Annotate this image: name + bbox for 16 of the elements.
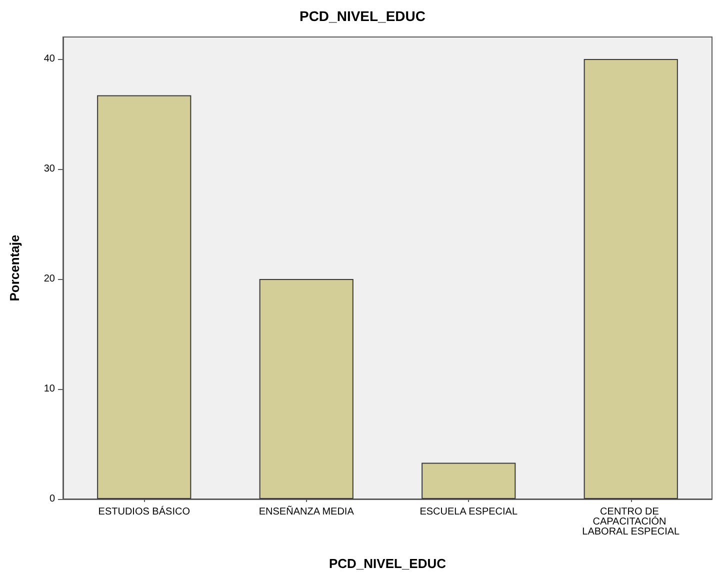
y-tick-label: 20 — [44, 274, 56, 284]
x-tick-label: ESCUELA ESPECIAL — [420, 506, 518, 518]
bar — [259, 279, 354, 499]
y-tick-label: 10 — [44, 384, 56, 394]
x-tick-label: CENTRO DE CAPACITACIÓN LABORAL ESPECIAL — [582, 506, 680, 538]
bar — [97, 95, 192, 499]
x-tick-label: ENSEÑANZA MEDIA — [258, 506, 354, 518]
y-axis-title: Porcentaje — [7, 234, 22, 302]
x-axis-title: PCD_NIVEL_EDUC — [328, 556, 447, 571]
y-tick-label: 0 — [49, 494, 56, 504]
x-tick-label: ESTUDIOS BÁSICO — [98, 506, 190, 518]
y-tick-label: 40 — [44, 54, 56, 64]
chart-title: PCD_NIVEL_EDUC — [299, 8, 426, 24]
y-tick-label: 30 — [44, 164, 56, 174]
bar — [584, 59, 678, 499]
bar — [422, 462, 516, 499]
